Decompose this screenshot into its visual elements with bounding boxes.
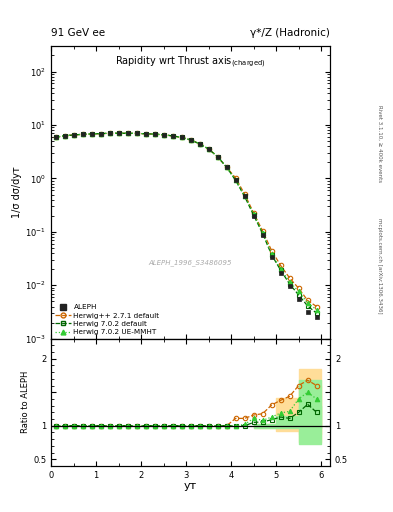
Y-axis label: 1/σ dσ/dyᴛ: 1/σ dσ/dyᴛ	[13, 166, 22, 218]
Legend: ALEPH, Herwig++ 2.7.1 default, Herwig 7.0.2 default, Herwig 7.0.2 UE-MMHT: ALEPH, Herwig++ 2.7.1 default, Herwig 7.…	[55, 304, 160, 335]
X-axis label: yᴛ: yᴛ	[184, 481, 197, 491]
Text: ALEPH_1996_S3486095: ALEPH_1996_S3486095	[149, 260, 232, 266]
Text: 91 GeV ee: 91 GeV ee	[51, 28, 105, 38]
Text: Rapidity wrt Thrust axis$\sf_{(charged)}$: Rapidity wrt Thrust axis$\sf_{(charged)}…	[115, 55, 266, 70]
Text: mcplots.cern.ch [arXiv:1306.3436]: mcplots.cern.ch [arXiv:1306.3436]	[377, 219, 382, 314]
Text: γ*/Z (Hadronic): γ*/Z (Hadronic)	[250, 28, 330, 38]
Text: Rivet 3.1.10, ≥ 400k events: Rivet 3.1.10, ≥ 400k events	[377, 105, 382, 182]
Y-axis label: Ratio to ALEPH: Ratio to ALEPH	[21, 371, 30, 434]
